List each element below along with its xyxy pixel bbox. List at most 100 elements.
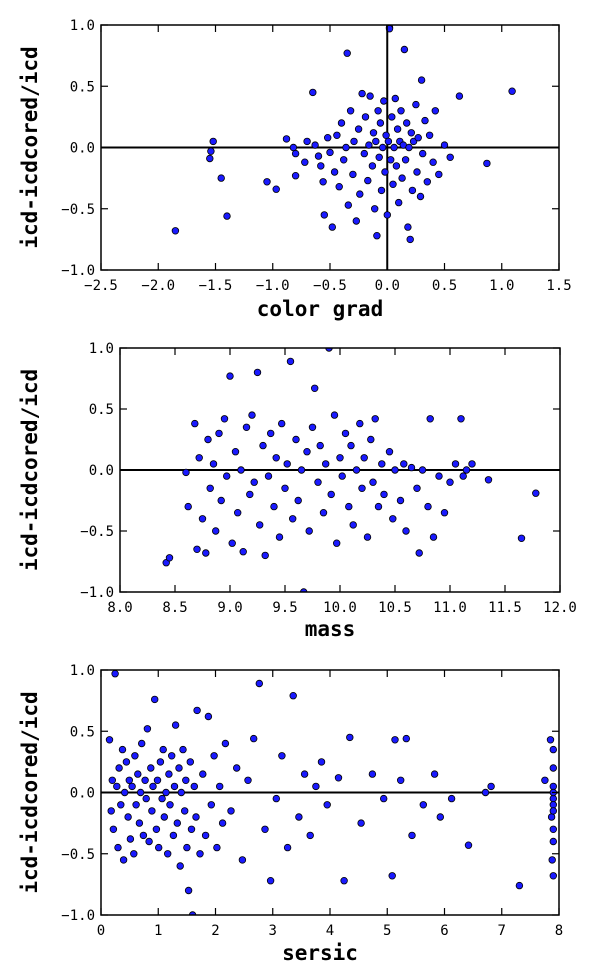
data-point [381,168,389,176]
data-point [368,162,377,170]
data-point [227,807,235,815]
data-point [330,411,339,419]
data-point [314,152,323,160]
x-tick-label: −0.5 [313,278,347,294]
x-tick-label: −2.0 [141,278,175,294]
data-point [220,415,229,423]
data-point [261,825,269,833]
data-point [333,131,341,139]
data-point [323,801,331,809]
data-point [481,788,490,797]
data-point [357,819,365,827]
data-point [261,551,269,560]
data-point [125,776,133,784]
data-point [173,819,181,827]
data-point [366,92,374,100]
data-point [211,527,220,535]
data-point [344,201,352,209]
data-point [215,429,223,438]
data-point [400,45,409,54]
data-point [272,794,280,803]
data-point [436,813,444,821]
data-point [346,107,355,115]
x-tick-label: 8.0 [107,600,132,616]
x-axis-label: mass [305,617,356,641]
data-point [111,670,119,678]
x-tick-label: 1.0 [489,278,514,294]
data-point [388,113,396,121]
x-tick-label: 2 [211,923,219,939]
data-point [149,782,157,791]
data-point [167,752,176,760]
data-point [207,801,215,809]
data-point [327,490,335,499]
data-point [278,419,286,428]
data-point [508,87,516,95]
data-point [440,141,449,149]
data-point [289,692,297,700]
data-point [291,171,300,180]
data-point [171,227,180,235]
data-point [142,794,150,803]
data-point [316,441,324,450]
data-point [263,178,271,186]
data-point [295,813,303,821]
data-point [193,706,201,715]
data-point [170,782,179,791]
y-tick-label: 0.0 [70,141,95,157]
data-point [391,466,399,474]
data-point [141,776,149,784]
data-point [380,490,388,499]
data-point [238,856,247,864]
data-point [377,186,386,195]
data-point [336,454,344,462]
data-point [549,794,557,803]
data-point [338,472,346,480]
x-tick-label: 11.5 [488,600,522,616]
data-point [464,841,473,849]
data-point [383,211,391,219]
data-point [549,872,557,880]
data-point [300,770,309,778]
data-point [176,862,184,870]
data-point [431,107,439,115]
data-point [162,788,170,797]
data-point [199,770,207,778]
data-point [242,423,251,431]
data-point [272,454,280,462]
data-point [375,153,383,161]
x-tick-label: 9.5 [272,600,297,616]
data-point [249,734,258,743]
data-point [105,736,114,744]
data-point [182,468,190,477]
data-point [145,837,153,846]
data-point [319,178,327,186]
data-point [367,435,375,444]
x-tick-label: 10.0 [323,600,357,616]
data-point [272,185,280,193]
data-point [115,764,123,772]
data-point [171,721,180,729]
data-point [415,549,423,557]
data-point [289,515,297,523]
data-point [289,143,298,152]
data-point [373,231,381,240]
data-point [365,141,373,149]
y-tick-label: 0.0 [70,786,95,802]
data-point [188,911,197,915]
data-point [317,758,326,766]
data-point [228,539,236,547]
data-point [202,549,210,557]
data-point [137,739,146,748]
data-point [345,502,353,511]
data-point [153,776,162,784]
data-point [294,496,302,505]
data-point [549,825,557,833]
data-point [400,460,408,468]
data-point [426,415,434,423]
y-tick-label: −1.0 [61,263,95,279]
x-tick-label: 8.5 [162,600,187,616]
data-point [275,533,284,541]
data-point [184,886,193,895]
data-point [429,533,438,541]
